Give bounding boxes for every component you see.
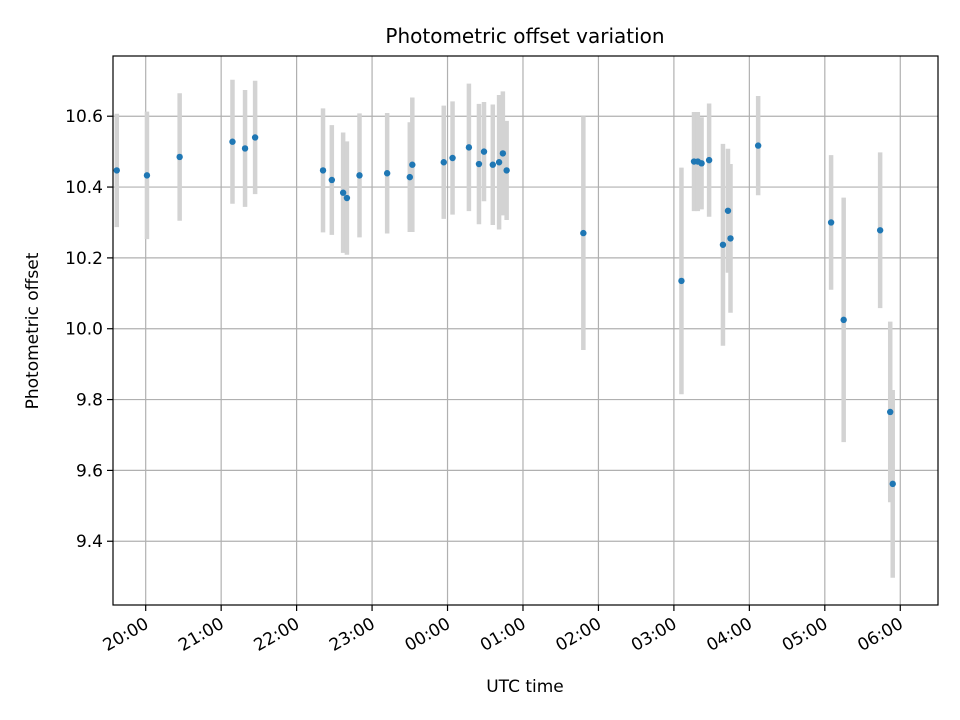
data-point bbox=[449, 154, 456, 162]
data-point bbox=[113, 167, 120, 174]
grid bbox=[113, 56, 938, 605]
data-point bbox=[465, 144, 473, 151]
data-point bbox=[887, 408, 894, 416]
data-point bbox=[889, 480, 896, 488]
y-tick-label: 10.6 bbox=[65, 107, 103, 127]
data-point bbox=[827, 219, 835, 226]
y-tick-label: 9.6 bbox=[76, 461, 103, 481]
data-point bbox=[480, 148, 488, 155]
data-point bbox=[698, 160, 705, 167]
data-point bbox=[499, 150, 507, 157]
y-tick-label: 10.2 bbox=[65, 249, 103, 269]
data-point bbox=[440, 159, 447, 166]
y-tick-label: 10.0 bbox=[65, 320, 103, 340]
data-point bbox=[356, 172, 363, 179]
data-point bbox=[241, 145, 249, 152]
data-point bbox=[251, 134, 259, 141]
chart-title: Photometric offset variation bbox=[385, 24, 664, 48]
data-point bbox=[840, 316, 847, 324]
data-point bbox=[383, 170, 391, 177]
y-axis-label: Photometric offset bbox=[23, 252, 43, 409]
data-point bbox=[876, 227, 884, 234]
data-point bbox=[705, 156, 713, 164]
data-point bbox=[580, 229, 587, 237]
data-point bbox=[489, 161, 497, 168]
data-point bbox=[143, 172, 151, 179]
data-point bbox=[724, 207, 732, 214]
data-point bbox=[727, 235, 734, 242]
data-point bbox=[495, 159, 503, 166]
data-point bbox=[339, 189, 347, 196]
y-tick-label: 9.8 bbox=[76, 391, 103, 411]
data-point bbox=[229, 138, 236, 145]
data-points bbox=[113, 134, 896, 488]
data-point bbox=[503, 167, 510, 174]
data-point bbox=[343, 194, 351, 202]
data-point bbox=[678, 277, 685, 285]
data-point bbox=[319, 167, 327, 174]
y-axis: 9.4 9.6 9.8 10.0 10.2 10.4 10.6 bbox=[65, 107, 113, 552]
y-tick-label: 10.4 bbox=[65, 178, 103, 198]
data-point bbox=[176, 153, 183, 161]
plot-frame bbox=[112, 55, 939, 606]
data-point bbox=[409, 161, 416, 168]
data-point bbox=[754, 142, 762, 149]
data-point bbox=[406, 173, 413, 181]
data-point bbox=[719, 241, 727, 248]
x-axis-label: UTC time bbox=[486, 677, 564, 697]
data-point bbox=[475, 160, 483, 168]
data-point bbox=[328, 176, 336, 184]
y-tick-label: 9.4 bbox=[76, 532, 103, 552]
